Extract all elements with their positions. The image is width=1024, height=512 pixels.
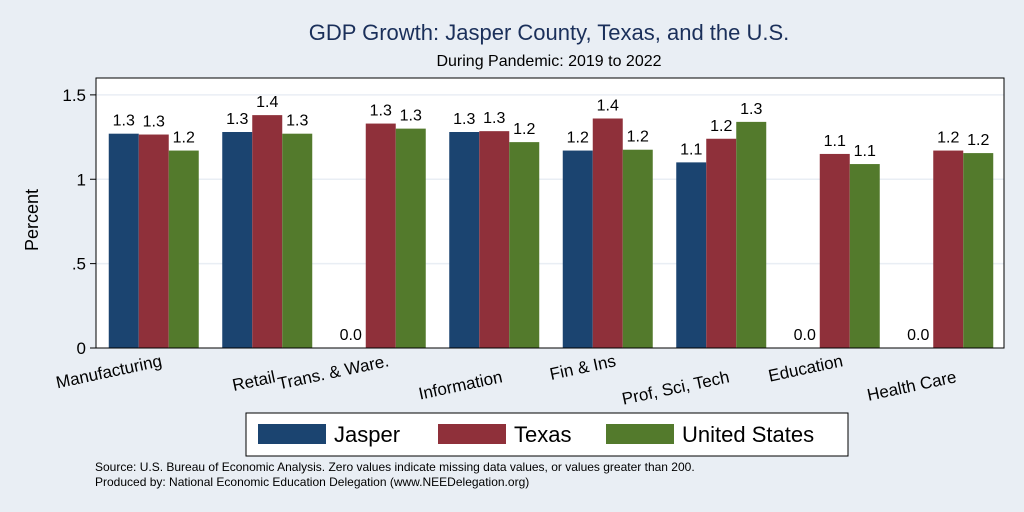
x-tick-label: Manufacturing [54, 351, 163, 392]
y-tick-label: .5 [72, 255, 86, 274]
data-label: 1.4 [256, 94, 278, 111]
data-label: 1.3 [400, 108, 422, 125]
y-tick-label: 0 [77, 339, 86, 358]
legend-label: United States [682, 422, 814, 447]
data-label: 0.0 [340, 327, 362, 344]
legend-swatch-texas [438, 424, 506, 444]
data-label: 1.3 [370, 103, 392, 120]
bar-united-states [509, 142, 540, 348]
x-tick-label: Prof, Sci, Tech [620, 367, 731, 408]
data-label: 1.3 [740, 101, 762, 118]
bar-united-states [849, 164, 880, 348]
data-label: 1.2 [627, 129, 649, 146]
chart-subtitle: During Pandemic: 2019 to 2022 [436, 53, 661, 70]
data-label: 1.3 [453, 111, 475, 128]
data-labels: 1.3 1.3 1.2 1.3 1.4 1.3 0.0 1.3 1.3 1.3 1.3 1.2 1.2 1… [113, 94, 990, 344]
bar-texas [138, 134, 169, 348]
x-tick-label: Fin & Ins [548, 351, 618, 384]
data-label: 1.3 [483, 110, 505, 127]
bar-united-states [395, 128, 426, 348]
data-label: 1.1 [824, 133, 846, 150]
data-label: 1.2 [937, 130, 959, 147]
bar-united-states [168, 150, 199, 348]
data-label: 1.4 [597, 98, 619, 115]
legend-label: Texas [514, 422, 571, 447]
bar-jasper [222, 132, 253, 348]
y-axis-label: Percent [22, 189, 42, 251]
x-tick-label: Health Care [865, 367, 958, 404]
legend: Jasper Texas United States [245, 412, 849, 457]
data-label: 1.3 [286, 113, 308, 130]
legend-box [245, 412, 849, 457]
bar-texas [819, 153, 850, 348]
data-label: 1.3 [113, 113, 135, 130]
y-tick-label: 1 [77, 170, 86, 189]
bar-united-states [736, 121, 767, 348]
bar-jasper [108, 133, 139, 348]
bar-texas [933, 150, 964, 348]
x-tick-label: Education [767, 351, 845, 385]
bar-jasper [449, 132, 480, 348]
data-label: 0.0 [907, 327, 929, 344]
bar-jasper [562, 150, 593, 348]
produced-by-note: Produced by: National Economic Education… [95, 475, 529, 489]
chart-title: GDP Growth: Jasper County, Texas, and th… [309, 20, 790, 45]
legend-swatch-united-states [606, 424, 674, 444]
bar-united-states [622, 149, 653, 348]
plot-frame [95, 77, 1005, 349]
data-label: 1.2 [173, 130, 195, 147]
data-label: 1.2 [710, 118, 732, 135]
x-tick-label: Retail [231, 367, 277, 395]
legend-label: Jasper [334, 422, 400, 447]
y-axis-ticks: 0 .5 1 1.5 [62, 86, 96, 358]
legend-swatch-jasper [258, 424, 326, 444]
x-tick-label: Information [417, 367, 504, 403]
data-label: 1.1 [680, 141, 702, 158]
source-note: Source: U.S. Bureau of Economic Analysis… [95, 460, 695, 474]
data-label: 1.2 [567, 130, 589, 147]
bar-united-states [282, 133, 313, 348]
bar-united-states [963, 153, 994, 348]
x-tick-label: Trans. & Ware. [276, 351, 391, 393]
data-label: 0.0 [794, 327, 816, 344]
data-label: 1.2 [513, 121, 535, 138]
bar-texas [592, 118, 623, 348]
data-label: 1.3 [143, 114, 165, 131]
bar-texas [479, 131, 510, 348]
data-label: 1.2 [967, 132, 989, 149]
bar-texas [365, 123, 396, 348]
data-label: 1.3 [226, 111, 248, 128]
data-label: 1.1 [854, 143, 876, 160]
bar-jasper [676, 162, 707, 348]
bar-texas [252, 115, 283, 348]
bars [108, 115, 994, 348]
y-tick-label: 1.5 [62, 86, 86, 105]
bar-texas [706, 138, 737, 348]
